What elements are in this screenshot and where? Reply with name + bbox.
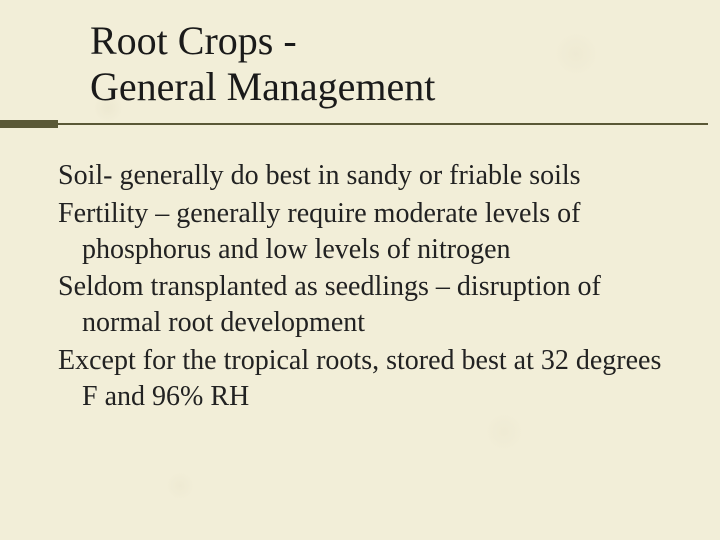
title-line-1: Root Crops - (90, 18, 297, 63)
title-rule (0, 120, 720, 132)
bullet-item: Seldom transplanted as seedlings – disru… (58, 269, 662, 341)
title-line-2: General Management (90, 64, 435, 109)
rule-bar (0, 120, 58, 128)
slide-title: Root Crops - General Management (90, 18, 720, 110)
rule-line (0, 123, 708, 125)
title-block: Root Crops - General Management (0, 0, 720, 110)
bullet-item: Soil- generally do best in sandy or fria… (58, 158, 662, 194)
content-area: Soil- generally do best in sandy or fria… (0, 132, 720, 415)
slide: Root Crops - General Management Soil- ge… (0, 0, 720, 540)
bullet-item: Fertility – generally require moderate l… (58, 196, 662, 268)
bullet-item: Except for the tropical roots, stored be… (58, 343, 662, 415)
